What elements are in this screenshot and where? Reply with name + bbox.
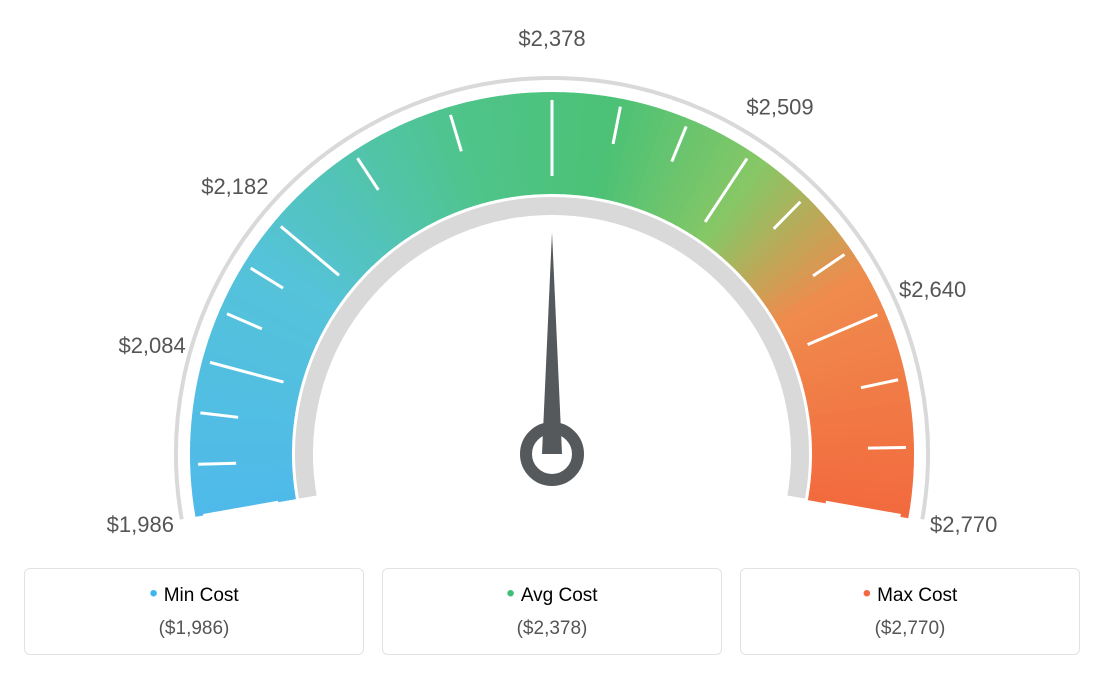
svg-text:$2,182: $2,182 (201, 174, 268, 199)
legend-row: • Min Cost ($1,986) • Avg Cost ($2,378) … (24, 568, 1080, 655)
legend-label-min: Min Cost (164, 585, 239, 607)
svg-text:$2,378: $2,378 (518, 26, 585, 51)
legend-value-max: ($2,770) (751, 618, 1069, 640)
svg-text:$2,509: $2,509 (746, 94, 813, 119)
legend-card-avg: • Avg Cost ($2,378) (382, 568, 722, 655)
legend-card-min: • Min Cost ($1,986) (24, 568, 364, 655)
legend-label-max: Max Cost (877, 585, 957, 607)
gauge-svg: $1,986 $2,084 $2,182 $2,378 $2,509 $2,640 $2,7… (32, 24, 1072, 544)
legend-value-avg: ($2,378) (393, 618, 711, 640)
gauge-chart: $1,986 $2,084 $2,182 $2,378 $2,509 $2,640 $2,7… (24, 16, 1080, 544)
svg-text:$1,986: $1,986 (107, 512, 174, 537)
legend-title-avg: • Avg Cost (506, 585, 597, 607)
svg-text:$2,640: $2,640 (899, 277, 966, 302)
legend-title-max: • Max Cost (863, 585, 958, 607)
svg-text:$2,770: $2,770 (930, 512, 997, 537)
legend-title-min: • Min Cost (149, 585, 238, 607)
legend-value-min: ($1,986) (35, 618, 353, 640)
legend-card-max: • Max Cost ($2,770) (740, 568, 1080, 655)
svg-text:$2,084: $2,084 (118, 333, 185, 358)
legend-label-avg: Avg Cost (521, 585, 598, 607)
